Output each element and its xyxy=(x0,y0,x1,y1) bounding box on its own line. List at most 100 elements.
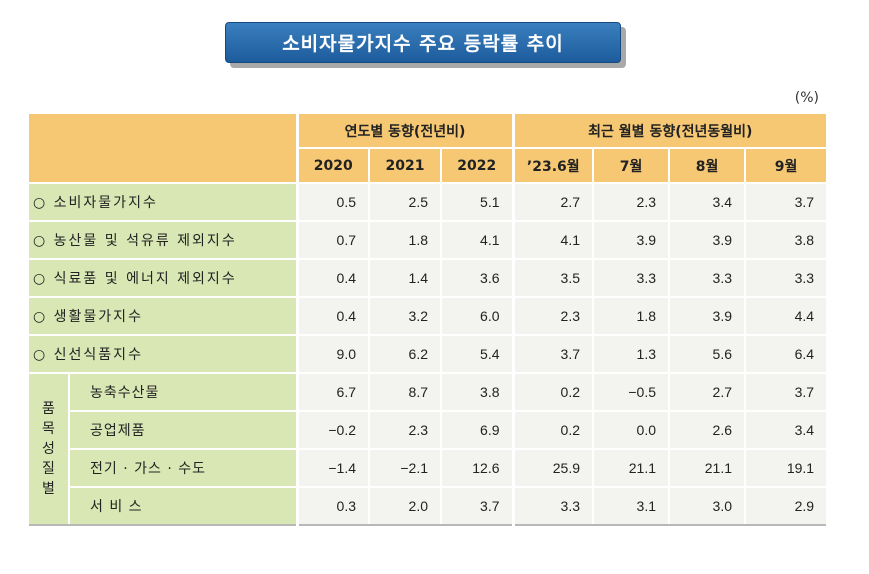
table-row: ○ 식료품 및 에너지 제외지수 0.4 1.4 3.6 3.5 3.3 3.3 3.3 xyxy=(29,259,827,298)
table-cell-value: 3.6 xyxy=(439,259,514,298)
table-cell-value: 25.9 xyxy=(511,449,594,488)
table-row: 전기 · 가스 · 수도 −1.4 −2.1 12.6 25.9 21.1 21.1 19.1 xyxy=(29,449,827,488)
cpi-table: 연도별 동향(전년비) 최근 월별 동향(전년동월비) 2020 2021 20… xyxy=(29,114,827,526)
table-cell-value: 2.7 xyxy=(668,373,746,412)
group-label-char: 품 xyxy=(42,401,55,417)
row-label: ○ 생활물가지수 xyxy=(29,297,297,336)
header-month: 9월 xyxy=(744,148,827,184)
group-label-char: 성 xyxy=(42,441,55,457)
table-cell-value: 0.5 xyxy=(295,183,369,222)
table-row: 공업제품 −0.2 2.3 6.9 0.2 0.0 2.6 3.4 xyxy=(29,411,827,450)
table-cell-value: 1.3 xyxy=(592,335,670,374)
table-cell-value: 3.9 xyxy=(668,297,746,336)
table-cell-value: 12.6 xyxy=(439,449,514,488)
header-month: 7월 xyxy=(592,148,670,184)
table-cell-value: 2.6 xyxy=(668,411,746,450)
row-label: ○ 소비자물가지수 xyxy=(29,183,297,222)
table-cell-value: 3.2 xyxy=(368,297,441,336)
group-label-char: 목 xyxy=(42,421,55,437)
table-cell-value: 3.0 xyxy=(668,487,746,526)
row-label: ○ 신선식품지수 xyxy=(29,335,297,374)
table-row: ○ 신선식품지수 9.0 6.2 5.4 3.7 1.3 5.6 6.4 xyxy=(29,335,827,374)
table-cell-value: 0.0 xyxy=(592,411,670,450)
table-cell-value: −0.2 xyxy=(295,411,369,450)
table-cell-value: 19.1 xyxy=(744,449,827,488)
table-cell-value: 0.4 xyxy=(295,259,369,298)
table-cell-value: 5.1 xyxy=(439,183,514,222)
table-cell-value: −1.4 xyxy=(295,449,369,488)
header-group-annual: 연도별 동향(전년비) xyxy=(295,114,514,149)
sub-row-label: 전기 · 가스 · 수도 xyxy=(68,449,297,488)
table-cell-value: 9.0 xyxy=(295,335,369,374)
table-cell-value: 3.4 xyxy=(668,183,746,222)
table-cell-value: 2.3 xyxy=(511,297,594,336)
table-row: ○ 소비자물가지수 0.5 2.5 5.1 2.7 2.3 3.4 3.7 xyxy=(29,183,827,222)
table-cell-value: 21.1 xyxy=(592,449,670,488)
table-cell-value: −0.5 xyxy=(592,373,670,412)
table-cell-value: 21.1 xyxy=(668,449,746,488)
table-cell-value: 2.9 xyxy=(744,487,827,526)
table-cell-value: 4.1 xyxy=(439,221,514,260)
table-cell-value: 1.4 xyxy=(368,259,441,298)
table-row: 품 목 성 질 별 농축수산물 6.7 8.7 3.8 0.2 −0.5 2.7 3.7 xyxy=(29,373,827,526)
header-month: ’23.6월 xyxy=(511,148,594,184)
header-year: 2021 xyxy=(368,148,441,184)
page-title: 소비자물가지수 주요 등락률 추이 xyxy=(225,22,621,63)
table-cell-value: 3.7 xyxy=(439,487,514,526)
header-group-monthly: 최근 월별 동향(전년동월비) xyxy=(511,114,827,149)
row-label: ○ 농산물 및 석유류 제외지수 xyxy=(29,221,297,260)
table-cell-value: 2.3 xyxy=(592,183,670,222)
group-label-char: 별 xyxy=(42,481,55,497)
table-cell-value: 0.7 xyxy=(295,221,369,260)
sub-row-label: 농축수산물 xyxy=(68,373,297,412)
table-cell-value: 1.8 xyxy=(592,297,670,336)
table-cell-value: 4.4 xyxy=(744,297,827,336)
header-month: 8월 xyxy=(668,148,746,184)
table-cell-value: 0.2 xyxy=(511,373,594,412)
group-label-char: 질 xyxy=(42,461,55,477)
table-cell-value: 8.7 xyxy=(368,373,441,412)
table-cell-value: 3.1 xyxy=(592,487,670,526)
table-cell-value: 3.3 xyxy=(744,259,827,298)
table-cell-value: 6.2 xyxy=(368,335,441,374)
header-corner xyxy=(29,114,297,184)
table-cell-value: 2.5 xyxy=(368,183,441,222)
table-cell-value: 2.7 xyxy=(511,183,594,222)
table-cell-value: 3.7 xyxy=(744,183,827,222)
sub-row-label: 공업제품 xyxy=(68,411,297,450)
table-cell-value: 5.6 xyxy=(668,335,746,374)
table-cell-value: 3.9 xyxy=(668,221,746,260)
table-cell-value: 3.3 xyxy=(511,487,594,526)
table-cell-value: 3.5 xyxy=(511,259,594,298)
table-cell-value: 3.8 xyxy=(439,373,514,412)
table-cell-value: 3.7 xyxy=(744,373,827,412)
table-cell-value: 6.9 xyxy=(439,411,514,450)
table-cell-value: 0.2 xyxy=(511,411,594,450)
table-cell-value: 3.3 xyxy=(668,259,746,298)
sub-row-label: 서 비 스 xyxy=(68,487,297,526)
table-cell-value: 2.0 xyxy=(368,487,441,526)
row-label: ○ 식료품 및 에너지 제외지수 xyxy=(29,259,297,298)
table-cell-value: 6.0 xyxy=(439,297,514,336)
table-row: ○ 농산물 및 석유류 제외지수 0.7 1.8 4.1 4.1 3.9 3.9 3.8 xyxy=(29,221,827,260)
table-row: ○ 생활물가지수 0.4 3.2 6.0 2.3 1.8 3.9 4.4 xyxy=(29,297,827,336)
table-cell-value: 3.7 xyxy=(511,335,594,374)
table-cell-value: 5.4 xyxy=(439,335,514,374)
header-year: 2022 xyxy=(439,148,514,184)
table-cell-value: 6.7 xyxy=(295,373,369,412)
table-cell-value: 1.8 xyxy=(368,221,441,260)
table-cell-value: 3.4 xyxy=(744,411,827,450)
unit-label: (%) xyxy=(794,90,819,106)
table-cell-value: 3.3 xyxy=(592,259,670,298)
table-cell-value: 3.8 xyxy=(744,221,827,260)
table-cell-value: 3.9 xyxy=(592,221,670,260)
table-cell-value: −2.1 xyxy=(368,449,441,488)
table-cell-value: 2.3 xyxy=(368,411,441,450)
table-row: 서 비 스 0.3 2.0 3.7 3.3 3.1 3.0 2.9 xyxy=(29,487,827,526)
title-banner: 소비자물가지수 주요 등락률 추이 xyxy=(225,22,626,68)
table-cell-value: 0.4 xyxy=(295,297,369,336)
table-cell-value: 0.3 xyxy=(295,487,369,526)
table-cell-value: 6.4 xyxy=(744,335,827,374)
header-year: 2020 xyxy=(295,148,369,184)
